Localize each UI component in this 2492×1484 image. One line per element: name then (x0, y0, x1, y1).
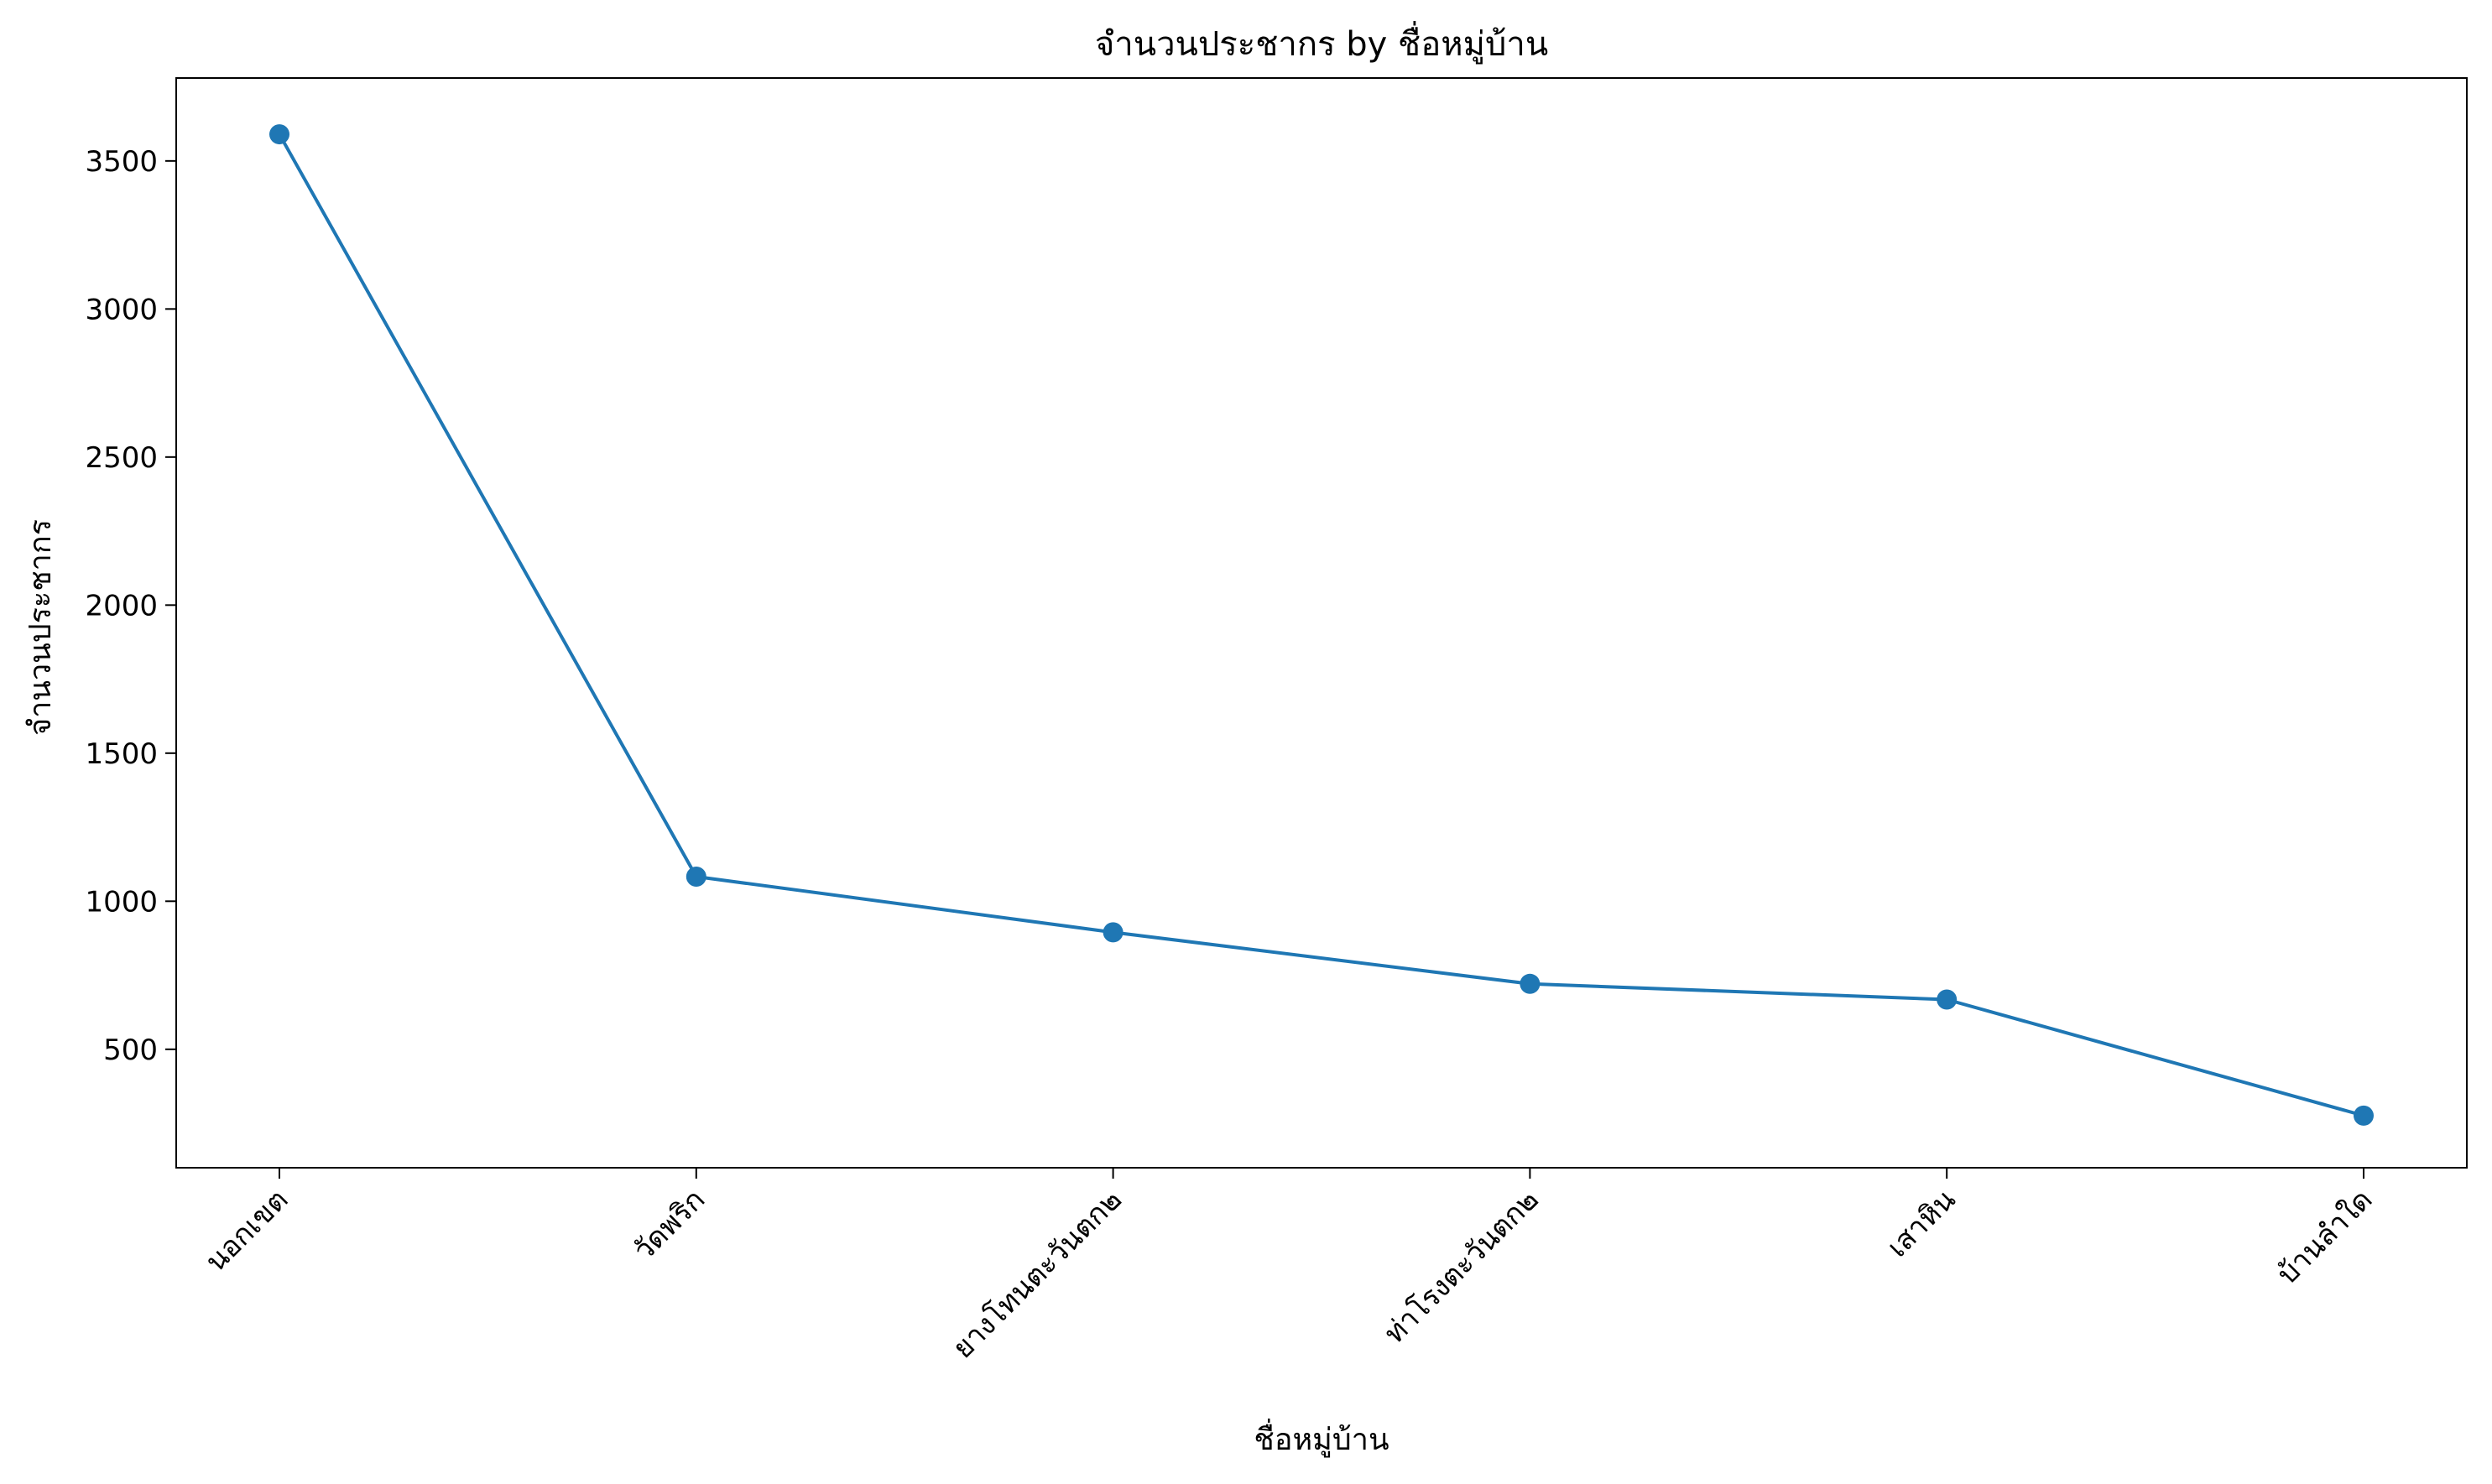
y-tick-label: 3500 (85, 145, 158, 179)
x-axis-label: ชื่อหมู่บ้าน (1254, 1419, 1389, 1458)
data-point (269, 124, 289, 145)
y-axis-label: จำนวนประชากร (23, 519, 58, 736)
x-tick-label: ยางโทนตะวันตก๒ (946, 1183, 1129, 1365)
x-tick-label: ท่าโรงตะวันตก๒ (1378, 1183, 1546, 1351)
data-point (1520, 973, 1541, 994)
series-line (278, 133, 2364, 1117)
y-tick-label: 2000 (85, 589, 158, 622)
y-tick-label: 500 (103, 1034, 158, 1067)
x-tick-label: วัดพริก (627, 1183, 712, 1268)
plot-area: 500 1000 1500 2000 2500 3000 3500 นอกเขต วัดพริก… (85, 77, 2468, 1365)
y-tick-label: 1000 (85, 885, 158, 919)
data-point (2354, 1105, 2374, 1126)
data-point (1103, 922, 1123, 943)
data-point (1937, 989, 1958, 1010)
plot-frame (175, 77, 2468, 1169)
data-point (686, 867, 706, 888)
x-tick-label: บ้านลำใด (2270, 1183, 2379, 1291)
y-tick-label: 1500 (85, 737, 158, 771)
x-tick-label: เสาหิน (1881, 1183, 1963, 1264)
x-tick-label: นอกเขต (199, 1183, 295, 1278)
y-tick-label: 3000 (85, 293, 158, 326)
chart-title: จำนวนประชากร by ชื่อหมู่บ้าน (1095, 21, 1548, 64)
y-tick-label: 2500 (85, 441, 158, 475)
